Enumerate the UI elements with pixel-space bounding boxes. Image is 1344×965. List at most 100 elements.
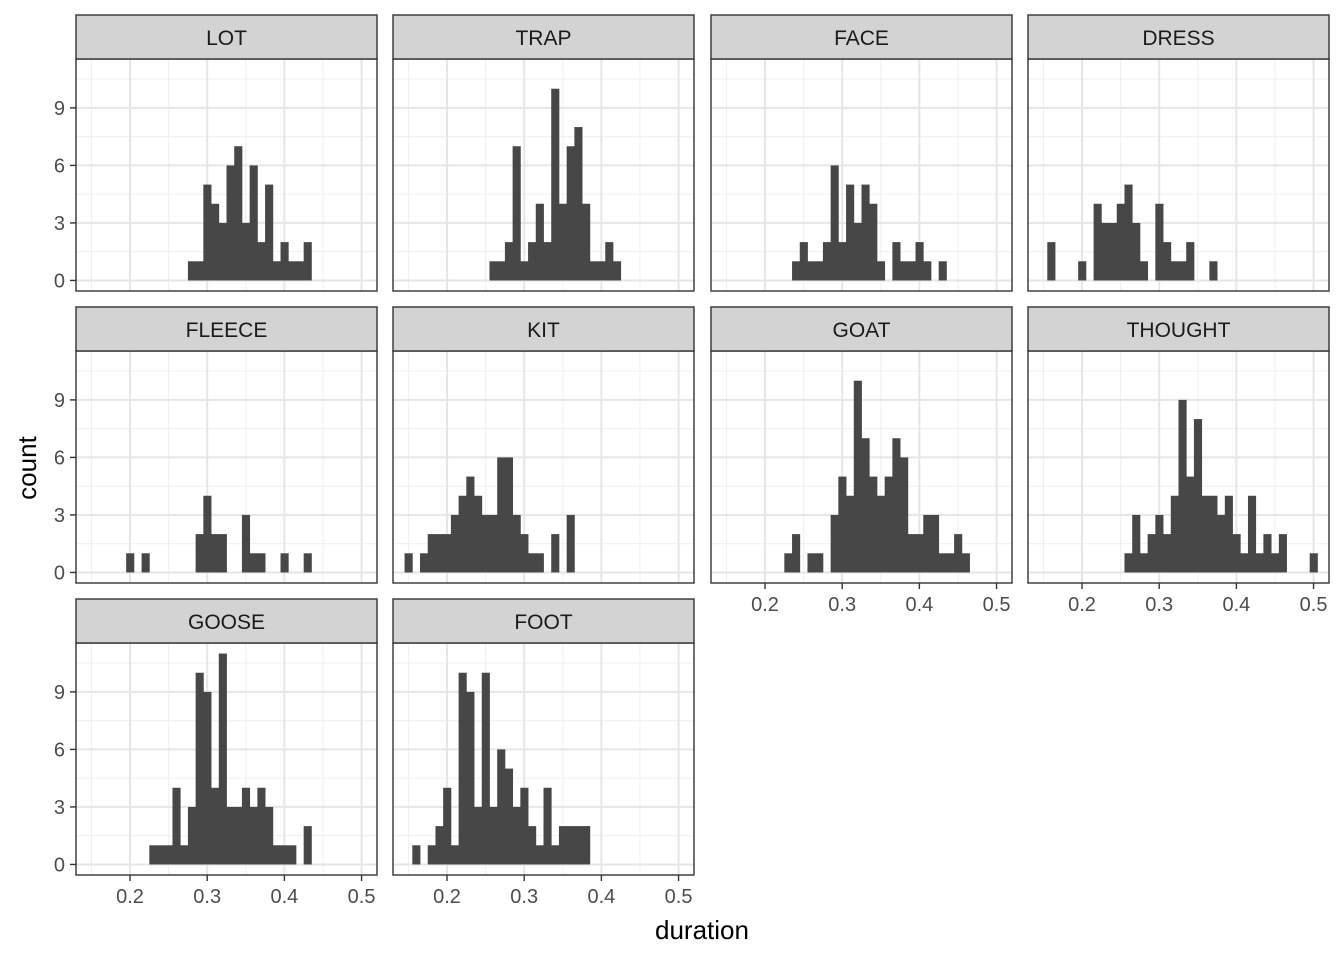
histogram-bar <box>558 203 568 281</box>
histogram-bar <box>923 514 932 573</box>
histogram-bar <box>512 806 521 865</box>
histogram-bar <box>195 672 204 865</box>
histogram-bar <box>551 534 560 573</box>
facet-strip-label: LOT <box>206 27 247 50</box>
histogram-bar <box>1170 495 1179 573</box>
histogram-bar <box>900 261 909 281</box>
y-tick-label: 3 <box>54 213 65 235</box>
histogram-bar <box>234 806 243 865</box>
histogram-bar <box>582 826 591 865</box>
histogram-bar <box>288 261 297 281</box>
facet-panel-goose: GOOSE 0 3 6 9 0.2 0.3 0.4 0.5 <box>54 598 378 908</box>
histogram-bar <box>458 495 467 573</box>
histogram-bar <box>807 553 816 573</box>
panel-background <box>1028 59 1329 291</box>
histogram-bar <box>1155 203 1164 281</box>
histogram-bar <box>907 534 916 573</box>
histogram-bar <box>489 514 498 573</box>
histogram-bar <box>450 845 460 865</box>
histogram-bar <box>241 514 251 573</box>
histogram-bar <box>141 553 150 573</box>
histogram-bar <box>450 514 460 573</box>
histogram-bar <box>443 787 452 865</box>
histogram-bar <box>249 806 258 865</box>
histogram-bar <box>295 261 305 281</box>
y-tick-label: 6 <box>54 155 65 177</box>
histogram-bar <box>838 476 847 573</box>
histogram-bar <box>272 261 281 281</box>
histogram-bar <box>528 553 537 573</box>
histogram-bar <box>211 534 220 573</box>
histogram-bar <box>481 514 490 573</box>
facet-panel-foot: FOOT 0.2 0.3 0.4 0.5 <box>392 598 695 908</box>
histogram-bar <box>938 261 947 281</box>
histogram-bar <box>404 553 413 573</box>
histogram-bar <box>846 495 855 573</box>
facet-strip <box>710 14 1013 60</box>
histogram-bar <box>1132 514 1141 573</box>
histogram-bar <box>474 806 483 865</box>
y-tick-label: 6 <box>54 447 65 469</box>
histogram-bar <box>180 845 189 865</box>
histogram-bar <box>435 534 444 573</box>
facet-strip-label: GOOSE <box>188 611 265 634</box>
facet-strip-label: THOUGHT <box>1127 319 1231 342</box>
histogram-bar <box>1124 184 1133 281</box>
histogram-bar <box>203 495 212 573</box>
histogram-bar <box>280 553 289 573</box>
histogram-bar <box>543 242 552 281</box>
facet-panel-goat: GOAT 0.2 0.3 0.4 0.5 <box>710 306 1013 616</box>
x-tick-label: 0.2 <box>116 886 144 908</box>
histogram-bar <box>551 88 560 281</box>
histogram-bar <box>1209 495 1218 573</box>
histogram-bar <box>149 845 158 865</box>
histogram-bar <box>497 749 506 865</box>
histogram-bar <box>1124 553 1133 573</box>
histogram-bar <box>226 806 235 865</box>
x-tick-label: 0.4 <box>270 886 298 908</box>
facet-strip-label: FOOT <box>514 611 572 634</box>
histogram-bar <box>535 845 544 865</box>
histogram-bar <box>1186 476 1195 573</box>
histogram-bar <box>807 261 816 281</box>
histogram-bar <box>838 242 847 281</box>
facet-strip <box>1027 14 1330 60</box>
histogram-bar <box>1247 495 1257 573</box>
histogram-bar <box>566 146 575 281</box>
facet-panel-kit: KIT <box>392 306 695 584</box>
histogram-bar <box>574 127 583 281</box>
histogram-bar <box>566 514 575 573</box>
histogram-bar <box>1093 203 1102 281</box>
histogram-bar <box>923 261 932 281</box>
histogram-bar <box>203 184 212 281</box>
histogram-bar <box>1178 261 1187 281</box>
histogram-bar <box>427 845 436 865</box>
histogram-bar <box>528 826 537 865</box>
histogram-bar <box>497 457 506 573</box>
histogram-bar <box>280 242 289 281</box>
histogram-bar <box>512 514 521 573</box>
x-tick-label: 0.4 <box>1222 594 1250 616</box>
histogram-bar <box>846 184 855 281</box>
histogram-bar <box>1139 261 1149 281</box>
facet-strip-label: DRESS <box>1142 27 1214 50</box>
histogram-bar <box>504 768 514 865</box>
histogram-bar <box>504 242 514 281</box>
histogram-bar <box>187 261 197 281</box>
y-tick-label: 3 <box>54 797 65 819</box>
histogram-bar <box>869 203 878 281</box>
facet-panel-trap: TRAP <box>392 14 695 292</box>
histogram-bar <box>1309 553 1318 573</box>
x-tick-label: 0.2 <box>433 886 461 908</box>
facet-strip <box>392 306 695 352</box>
facet-strip <box>392 14 695 60</box>
x-tick-label: 0.3 <box>1145 594 1173 616</box>
y-tick-label: 9 <box>54 682 65 704</box>
histogram-bar <box>861 438 870 573</box>
histogram-bar <box>1193 419 1203 573</box>
histogram-bar <box>830 514 839 573</box>
y-axis-title: count <box>12 435 42 499</box>
x-tick-label: 0.3 <box>193 886 221 908</box>
histogram-bar <box>280 845 289 865</box>
histogram-bar <box>187 806 197 865</box>
